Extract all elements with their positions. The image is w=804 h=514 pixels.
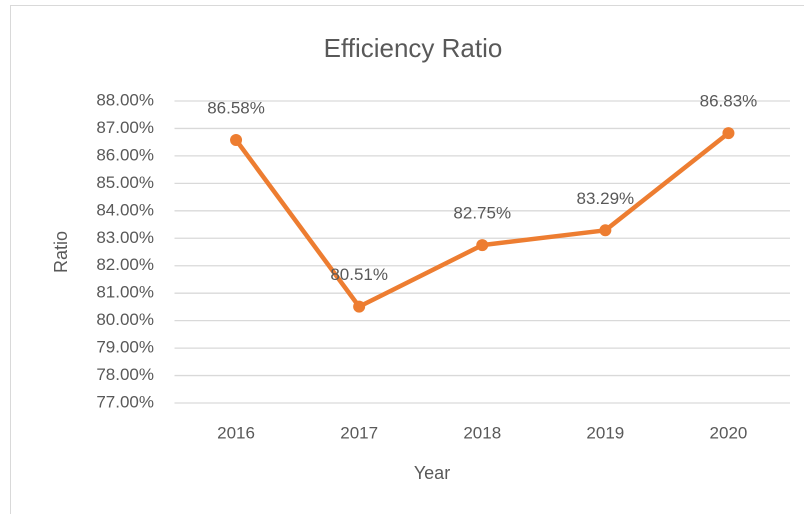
chart-border (10, 5, 804, 514)
data-label: 82.75% (453, 204, 511, 223)
y-tick-label: 83.00% (96, 228, 154, 247)
x-tick-label: 2017 (340, 423, 378, 442)
y-axis-label: Ratio (51, 231, 71, 273)
x-tick-label: 2018 (463, 423, 501, 442)
y-tick-label: 86.00% (96, 145, 154, 164)
point (599, 224, 612, 237)
y-tick-label: 82.00% (96, 255, 154, 274)
y-tick-label: 80.00% (96, 310, 154, 329)
point (230, 133, 243, 146)
point (353, 300, 366, 313)
data-label: 86.83% (700, 92, 758, 111)
y-tick-label: 84.00% (96, 200, 154, 219)
point (722, 127, 735, 140)
y-tick-label: 77.00% (96, 392, 154, 411)
y-tick-label: 88.00% (96, 90, 154, 109)
y-tick-label: 87.00% (96, 118, 154, 137)
y-tick-label: 85.00% (96, 173, 154, 192)
data-label: 83.29% (577, 189, 635, 208)
y-tick-label: 78.00% (96, 365, 154, 384)
data-label: 80.51% (330, 265, 388, 284)
y-tick-label: 79.00% (96, 338, 154, 357)
x-tick-label: 2019 (586, 423, 624, 442)
x-axis-label: Year (414, 463, 450, 483)
chart-title: Efficiency Ratio (324, 33, 503, 63)
x-tick-label: 2020 (710, 423, 748, 442)
point (476, 239, 489, 252)
x-tick-label: 2016 (217, 423, 255, 442)
y-tick-label: 81.00% (96, 283, 154, 302)
data-label: 86.58% (207, 98, 265, 117)
